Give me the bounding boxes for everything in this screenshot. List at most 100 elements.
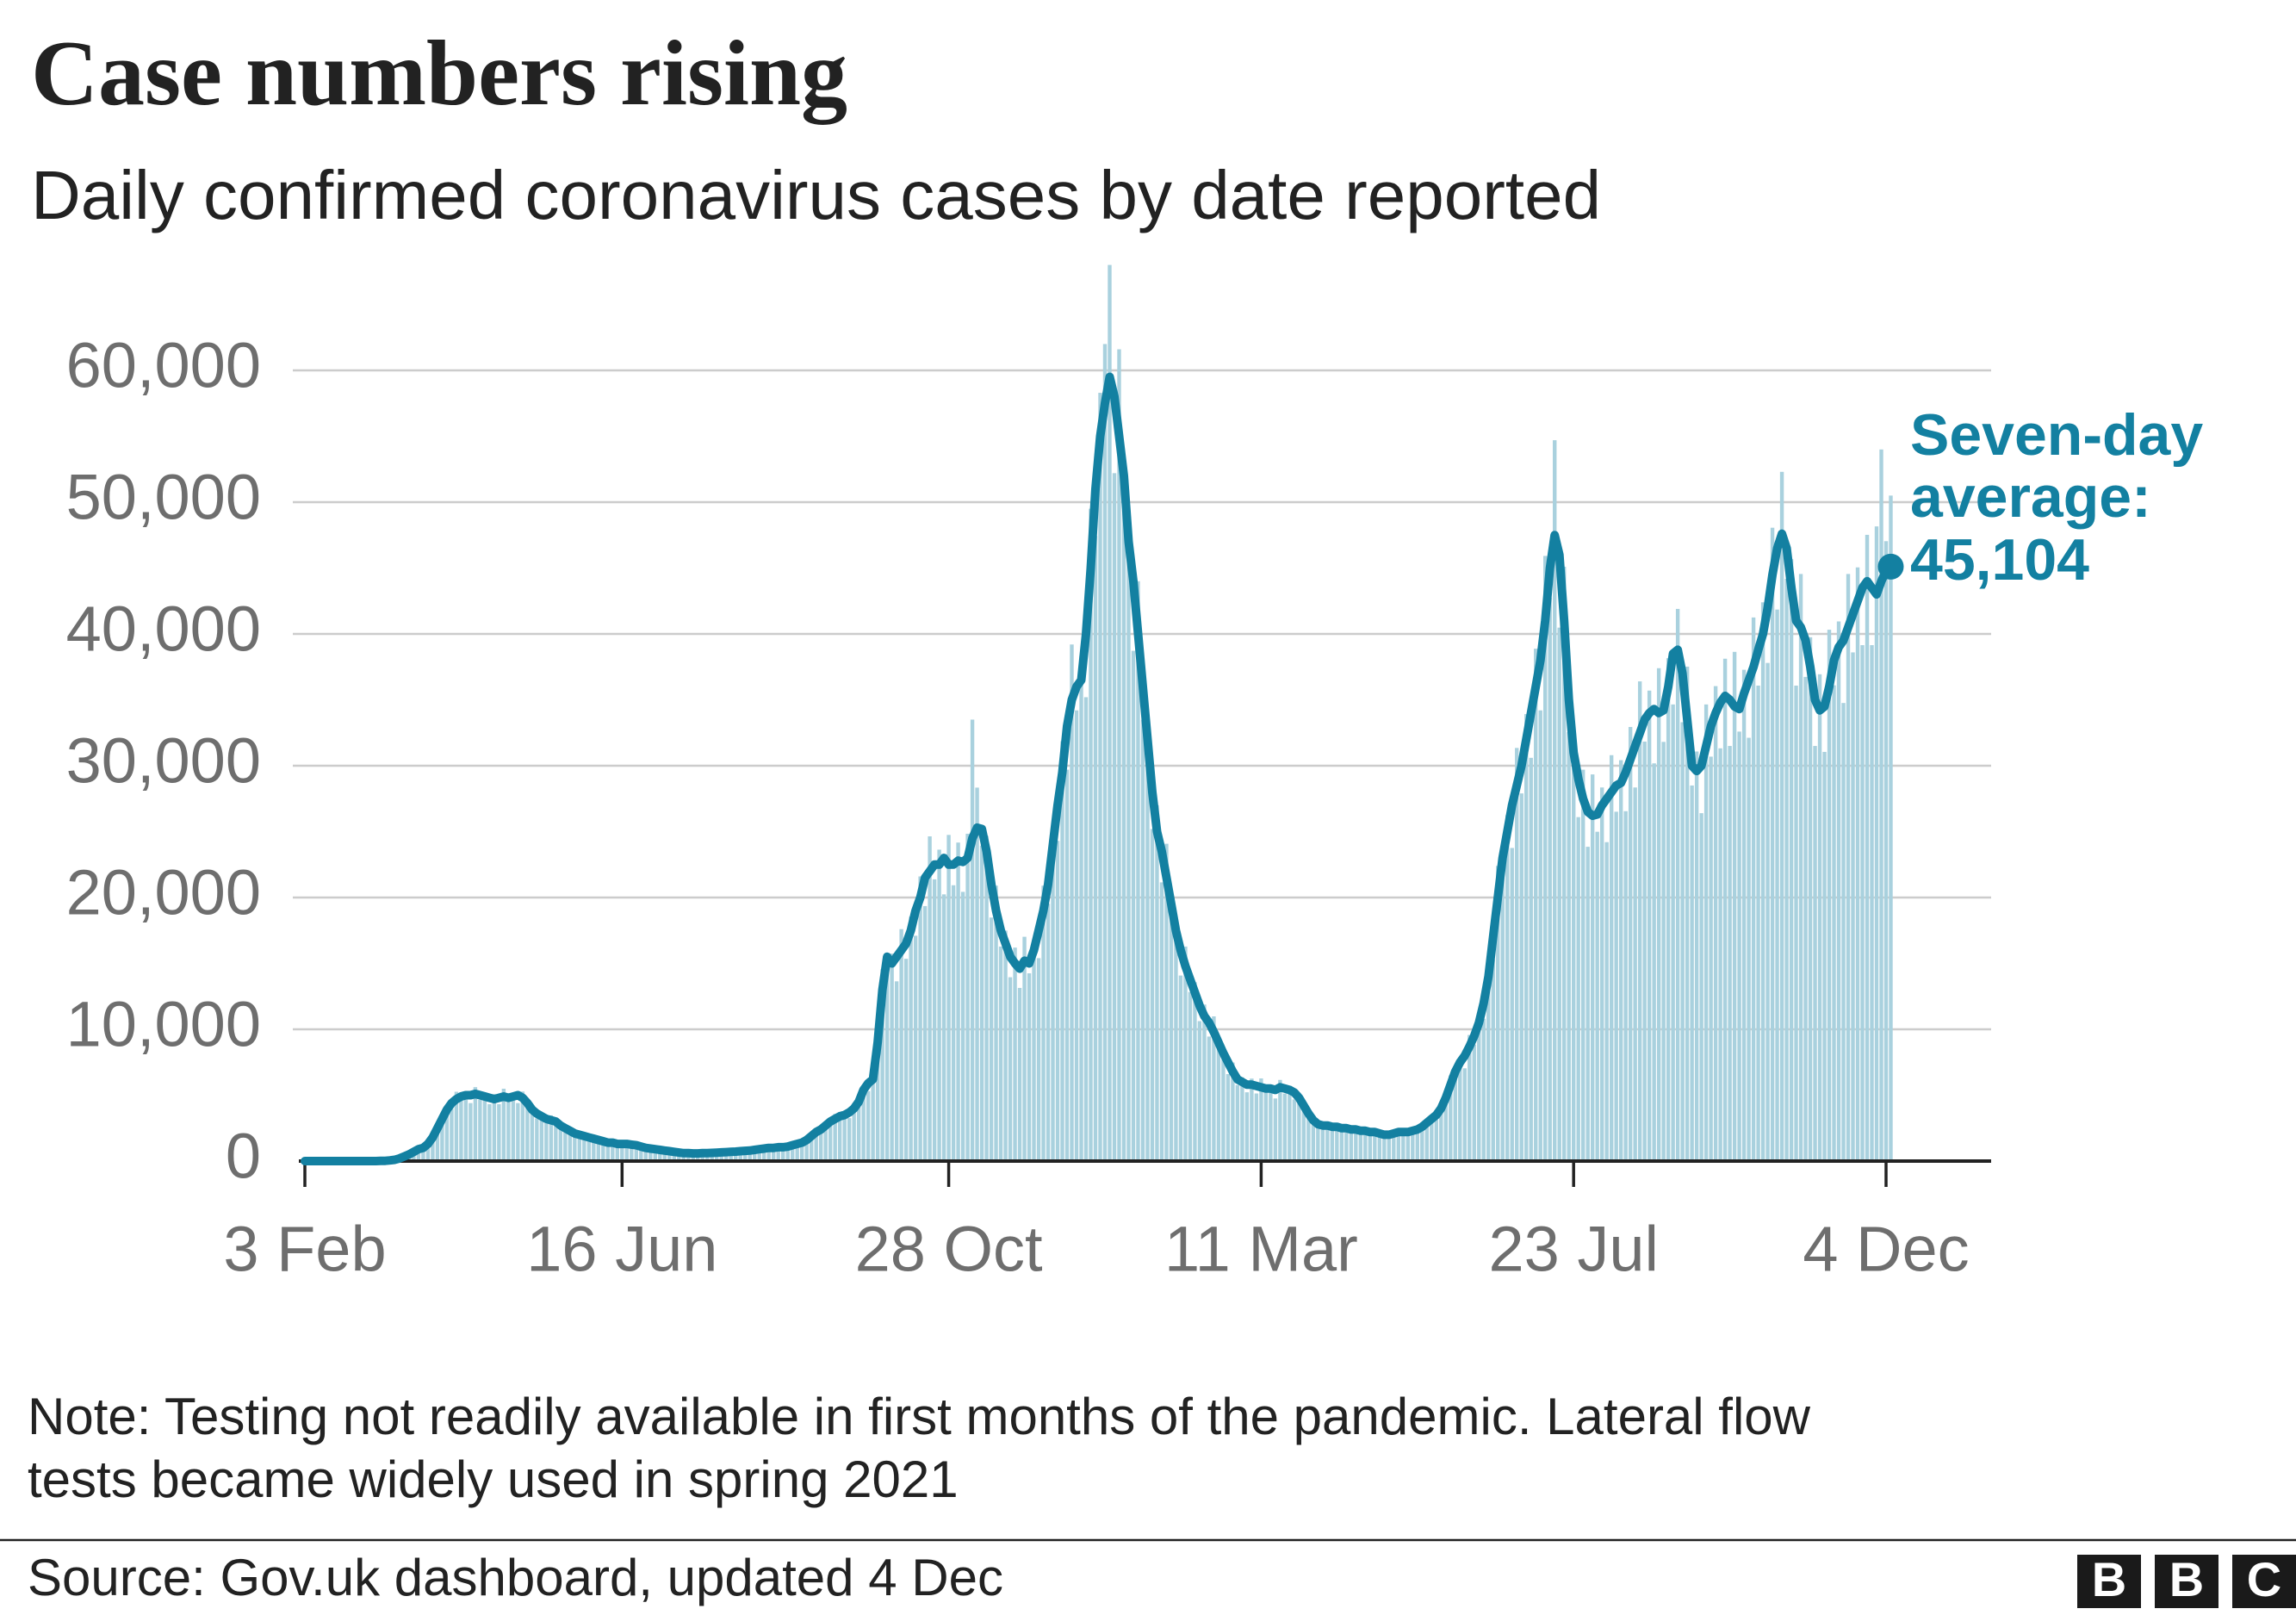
bar xyxy=(1439,1103,1443,1161)
bar xyxy=(549,1115,554,1161)
bar xyxy=(738,1150,742,1161)
bar xyxy=(444,1105,450,1161)
bar xyxy=(592,1140,596,1161)
bar xyxy=(1316,1122,1320,1161)
bar xyxy=(573,1135,577,1161)
bar xyxy=(1102,344,1108,1161)
bar xyxy=(1618,760,1623,1161)
bar xyxy=(1491,959,1495,1161)
bar xyxy=(1477,1014,1481,1161)
bar xyxy=(1022,936,1027,1161)
bar xyxy=(630,1146,634,1161)
bar xyxy=(1017,987,1022,1161)
bar xyxy=(662,1149,667,1161)
bar xyxy=(1770,527,1775,1161)
bar xyxy=(965,833,970,1161)
bar xyxy=(535,1118,539,1161)
bar xyxy=(1870,645,1874,1161)
bar xyxy=(1169,916,1174,1161)
bar xyxy=(1055,841,1060,1161)
bar xyxy=(1808,637,1813,1161)
bar xyxy=(1420,1123,1424,1161)
bar xyxy=(856,1105,861,1161)
bar xyxy=(1079,655,1083,1161)
bar xyxy=(1571,728,1576,1161)
bar xyxy=(450,1109,454,1161)
bar xyxy=(1779,471,1784,1161)
source: Source: Gov.uk dashboard, updated 4 Dec xyxy=(28,1549,1003,1606)
bar xyxy=(582,1138,586,1161)
bar xyxy=(601,1142,605,1161)
bar xyxy=(1609,755,1614,1161)
bar xyxy=(1661,742,1666,1161)
note-line: tests became widely used in spring 2021 xyxy=(28,1450,959,1508)
bar xyxy=(1836,621,1841,1161)
bar xyxy=(937,849,941,1161)
bar xyxy=(975,787,979,1161)
bar xyxy=(705,1153,710,1161)
bar xyxy=(757,1147,761,1161)
bar xyxy=(1524,714,1529,1161)
bar xyxy=(1263,1091,1269,1161)
bar xyxy=(1282,1093,1288,1161)
bar xyxy=(1462,1068,1467,1161)
bar xyxy=(620,1145,624,1161)
bar xyxy=(1822,751,1827,1161)
bar xyxy=(979,845,984,1161)
y-tick-label: 40,000 xyxy=(66,593,261,665)
bar xyxy=(516,1103,520,1161)
bar xyxy=(809,1137,814,1161)
bar xyxy=(1846,574,1851,1161)
bar xyxy=(1145,714,1150,1161)
bar xyxy=(1278,1079,1282,1161)
bar xyxy=(1756,685,1760,1161)
bar xyxy=(469,1103,473,1161)
bar xyxy=(1515,748,1519,1161)
bar xyxy=(1430,1116,1434,1161)
x-tick-label: 28 Oct xyxy=(855,1214,1043,1285)
bar xyxy=(1424,1125,1429,1161)
bar xyxy=(1244,1092,1250,1161)
bar xyxy=(563,1132,568,1161)
bar xyxy=(487,1103,492,1161)
bar xyxy=(1259,1078,1263,1161)
bar xyxy=(1737,731,1741,1161)
bar xyxy=(984,835,989,1161)
bar xyxy=(1590,774,1595,1161)
bar xyxy=(1718,748,1722,1161)
bar xyxy=(1453,1076,1457,1161)
bar xyxy=(1675,608,1680,1161)
bar xyxy=(1472,1044,1476,1161)
bar xyxy=(1789,559,1794,1161)
bar xyxy=(1269,1084,1273,1161)
logo-letter: C xyxy=(2247,1552,2281,1606)
bar xyxy=(558,1123,563,1161)
bar xyxy=(648,1149,653,1161)
bar xyxy=(1458,1057,1462,1161)
bar xyxy=(852,1103,856,1161)
foreground: 0 10,000 20,000 30,000 40,000 50,000 60,000 3 F… xyxy=(66,330,2204,1285)
bar xyxy=(1008,977,1013,1161)
bar xyxy=(799,1145,804,1161)
bar xyxy=(1373,1128,1377,1161)
bar xyxy=(1297,1092,1301,1161)
bar xyxy=(1216,1048,1221,1161)
bar xyxy=(724,1152,729,1161)
bar xyxy=(539,1112,544,1161)
bar xyxy=(577,1133,582,1161)
bar xyxy=(525,1107,530,1161)
bar xyxy=(1500,873,1505,1161)
bar xyxy=(734,1152,738,1161)
bar xyxy=(960,891,965,1161)
bar xyxy=(1510,848,1514,1161)
bar xyxy=(1481,1018,1486,1161)
bar xyxy=(818,1132,823,1161)
bar xyxy=(837,1118,842,1161)
bar xyxy=(899,929,903,1161)
bar xyxy=(611,1145,615,1161)
bar xyxy=(482,1092,487,1161)
bar xyxy=(890,953,894,1161)
bar xyxy=(1548,597,1552,1161)
